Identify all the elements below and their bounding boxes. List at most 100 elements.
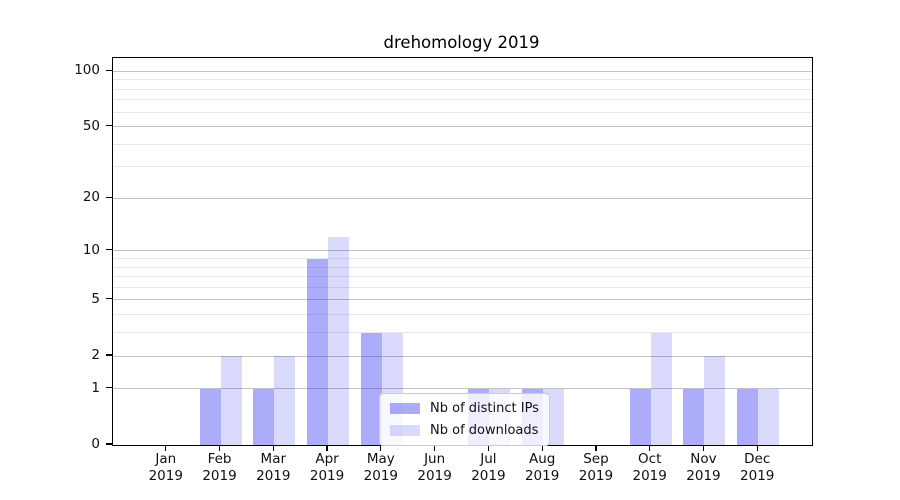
bar-distinct-ips [629, 388, 651, 445]
x-axis-label-year: 2019 [148, 468, 183, 484]
bar-downloads [328, 237, 350, 445]
x-axis-tick [702, 445, 705, 451]
gridline-major [113, 388, 812, 390]
y-axis-tick [106, 354, 112, 356]
x-axis-tick [649, 445, 651, 451]
legend-label-downloads: Nb of downloads [430, 423, 539, 438]
gridline-minor [113, 79, 812, 81]
y-axis-label: 50 [82, 117, 100, 134]
x-axis-label-month: Jan [155, 451, 177, 467]
y-axis-tick [106, 298, 112, 300]
legend-swatch-distinct-ips-icon [390, 403, 420, 414]
gridline-minor [113, 258, 812, 260]
x-axis-label: Apr 2019 [295, 451, 359, 485]
y-axis-tick [106, 196, 112, 199]
x-axis-tick [487, 445, 489, 451]
chart-title: drehomology 2019 [383, 33, 540, 52]
x-axis-label: Nov 2019 [671, 451, 735, 485]
y-axis-label: 100 [74, 62, 100, 79]
legend: Nb of distinct IPs Nb of downloads [379, 393, 550, 446]
y-axis-label: 5 [91, 290, 100, 307]
bar-distinct-ips [199, 388, 221, 445]
gridline-major [113, 197, 812, 199]
plot-area: Nb of distinct IPs Nb of downloads [112, 57, 813, 446]
x-axis-label-year: 2019 [309, 468, 345, 484]
x-axis-label: Sep 2019 [564, 451, 628, 485]
bar-downloads [650, 332, 672, 445]
bar-downloads [274, 356, 296, 445]
x-axis-tick [272, 445, 274, 451]
y-axis-tick [106, 249, 112, 251]
gridline-minor [113, 143, 812, 145]
x-axis-label-year: 2019 [363, 468, 399, 484]
x-axis-label: Mar 2019 [241, 451, 305, 485]
legend-label-distinct-ips: Nb of distinct IPs [430, 401, 539, 416]
y-axis-tick [106, 69, 112, 71]
x-axis-label-month: May [366, 451, 395, 467]
gridline-minor [113, 314, 812, 316]
x-axis-label: May 2019 [349, 451, 413, 485]
gridline-minor [113, 99, 812, 101]
bar-distinct-ips [307, 258, 329, 445]
legend-swatch-downloads-icon [390, 425, 420, 436]
bar-downloads [758, 388, 780, 445]
x-axis-label-year: 2019 [686, 468, 721, 484]
bar-downloads [220, 356, 242, 445]
x-axis-tick [434, 445, 436, 451]
x-axis-label-year: 2019 [524, 468, 560, 484]
x-axis-label-month: Sep [583, 451, 609, 467]
y-axis-tick [106, 443, 112, 445]
legend-item-distinct-ips: Nb of distinct IPs [390, 399, 539, 418]
x-axis-tick [595, 445, 597, 451]
x-axis-label-month: Aug [528, 451, 556, 467]
x-axis-label-year: 2019 [471, 468, 506, 484]
x-axis-label-month: Oct [638, 451, 662, 467]
y-axis-tick [106, 387, 112, 389]
gridline-major [113, 250, 812, 252]
x-axis-label: Jan 2019 [134, 451, 198, 485]
gridline-minor [113, 88, 812, 90]
x-axis-label-year: 2019 [578, 468, 614, 484]
x-axis-tick [218, 445, 221, 451]
x-axis-label-year: 2019 [740, 468, 775, 484]
y-axis-tick [106, 125, 112, 127]
gridline-major [113, 70, 812, 72]
x-axis-label: Aug 2019 [510, 451, 574, 485]
gridline-minor [113, 276, 812, 278]
x-axis-label: Jul 2019 [456, 451, 520, 485]
y-axis-label: 0 [91, 436, 100, 452]
gridline-minor [113, 111, 812, 113]
x-axis-label-year: 2019 [256, 468, 291, 484]
x-axis-label: Feb 2019 [188, 451, 252, 485]
gridline-major [113, 299, 812, 301]
x-axis-label-month: Feb [207, 451, 232, 467]
x-axis-label: Dec 2019 [725, 451, 789, 485]
y-axis-label: 1 [91, 379, 100, 396]
x-axis-label-year: 2019 [202, 468, 237, 484]
bar-downloads [704, 356, 726, 445]
gridline-minor [113, 166, 812, 168]
gridline-major [113, 126, 812, 128]
x-axis-label: Oct 2019 [618, 451, 682, 485]
bar-distinct-ips [683, 388, 705, 445]
y-axis-label: 2 [91, 347, 100, 364]
x-axis-tick [326, 445, 328, 451]
gridline-major [113, 355, 812, 357]
gridline-minor [113, 286, 812, 288]
y-axis-label: 20 [82, 189, 100, 206]
x-axis-tick [380, 445, 382, 451]
x-axis-label-month: Jul [480, 451, 497, 467]
x-axis-tick [541, 445, 543, 451]
x-axis-label-year: 2019 [417, 468, 452, 484]
bar-distinct-ips [360, 332, 382, 445]
x-axis-label-year: 2019 [632, 468, 667, 484]
x-axis-label-month: Apr [315, 451, 339, 467]
x-axis-label-month: Nov [690, 451, 717, 467]
legend-item-downloads: Nb of downloads [390, 421, 539, 440]
gridline-minor [113, 266, 812, 268]
x-axis-label: Jun 2019 [403, 451, 467, 485]
x-axis-tick [165, 445, 167, 451]
bar-distinct-ips [737, 388, 759, 445]
x-axis-label-month: Dec [744, 451, 771, 467]
